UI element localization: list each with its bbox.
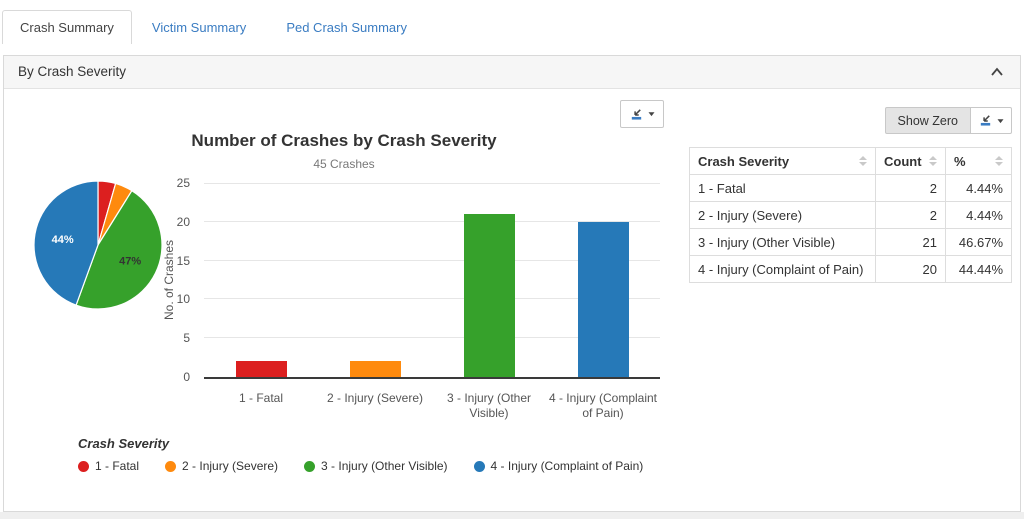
legend-item-3-injury-other-visible[interactable]: 3 - Injury (Other Visible)	[304, 459, 448, 473]
legend-label: 4 - Injury (Complaint of Pain)	[490, 459, 644, 473]
y-axis-label: No. of Crashes	[162, 239, 177, 321]
crash-severity-panel: By Crash Severity Number of Crashes by C…	[3, 55, 1021, 512]
cell-count: 21	[875, 228, 946, 256]
legend-label: 2 - Injury (Severe)	[182, 459, 279, 473]
column-header-crash-severity[interactable]: Crash Severity	[689, 147, 876, 175]
legend-dot-icon	[473, 460, 485, 472]
chart-subtitle: 45 Crashes	[313, 157, 375, 171]
cell-percent: 44.44%	[945, 255, 1012, 283]
panel-header[interactable]: By Crash Severity	[4, 56, 1020, 89]
chevron-up-icon	[991, 67, 1003, 76]
download-icon	[980, 115, 991, 126]
bars	[204, 183, 660, 377]
pie-slice-label: 47%	[119, 256, 141, 268]
cell-severity: 1 - Fatal	[689, 174, 876, 202]
sort-icon	[929, 156, 937, 166]
severity-table: Crash Severity Count% 1 - Fatal 2 4.44% 2 - …	[689, 147, 1012, 283]
y-axis-tick: 15	[176, 253, 190, 268]
legend-dot-icon	[78, 460, 89, 472]
y-axis-tick: 25	[176, 176, 190, 190]
gridline	[204, 259, 660, 261]
panel-title: By Crash Severity	[18, 64, 127, 79]
download-icon	[631, 108, 642, 120]
tab-bar: Crash Summary Victim Summary Ped Crash Sum…	[0, 0, 1024, 44]
bar-2-injury-severe[interactable]	[349, 361, 401, 377]
table-row: 3 - Injury (Other Visible) 21 46.67%	[689, 228, 1012, 256]
tab-crash-summary[interactable]: Crash Summary	[2, 10, 132, 44]
legend-label: 1 - Fatal	[95, 459, 140, 473]
tab-ped-crash-summary[interactable]: Ped Crash Summary	[286, 20, 407, 35]
cell-severity: 3 - Injury (Other Visible)	[689, 228, 876, 256]
gridline	[204, 183, 660, 184]
caret-down-icon	[648, 112, 655, 117]
cell-percent: 4.44%	[945, 201, 1012, 229]
column-header-label: Count	[884, 153, 922, 169]
cell-count: 2	[875, 201, 946, 229]
sort-icon	[859, 156, 867, 166]
chart-title: Number of Crashes by Crash Severity	[191, 131, 497, 150]
chart-export-button[interactable]	[620, 100, 664, 128]
pie-slice-label: 44%	[52, 234, 74, 246]
table-export-button[interactable]	[970, 107, 1012, 134]
y-axis-tick: 20	[176, 214, 190, 229]
bar-cell	[235, 183, 287, 377]
table-header-row: Crash Severity Count%	[689, 147, 1012, 175]
sort-icon	[995, 156, 1003, 166]
show-zero-button[interactable]: Show Zero	[884, 107, 971, 134]
legend-dot-icon	[304, 460, 316, 472]
table-body: 1 - Fatal 2 4.44% 2 - Injury (Severe) 2 4.44%…	[689, 174, 1012, 283]
table-row: 4 - Injury (Complaint of Pain) 20 44.44%	[689, 255, 1012, 283]
cell-severity: 2 - Injury (Severe)	[689, 201, 876, 229]
column-header-label: Crash Severity	[698, 153, 790, 169]
cell-count: 2	[875, 174, 946, 202]
cell-percent: 46.67%	[945, 228, 1012, 256]
legend-item-1-fatal[interactable]: 1 - Fatal	[78, 459, 139, 473]
cell-count: 20	[875, 255, 946, 283]
x-axis-label: 3 - Injury (Other Visible)	[446, 391, 532, 420]
y-axis-label-wrap: No. of Crashes	[154, 183, 184, 377]
bar-1-fatal[interactable]	[235, 361, 287, 377]
column-header-count[interactable]: Count	[875, 147, 946, 175]
gridline	[204, 220, 660, 222]
table-row: 1 - Fatal 2 4.44%	[689, 174, 1012, 202]
y-axis-tick: 10	[176, 292, 190, 307]
x-axis-label: 4 - Injury (Complaint of Pain)	[548, 391, 658, 420]
gridline	[204, 337, 660, 339]
legend-label: 3 - Injury (Other Visible)	[321, 459, 448, 473]
pie-slice-3-injury-other-visible[interactable]	[75, 189, 163, 310]
table-controls: Show Zero	[884, 107, 1012, 134]
pie-slice-4-injury-complaint-of-pain[interactable]	[33, 180, 99, 306]
y-axis-tick: 5	[183, 331, 190, 346]
legend-dot-icon	[165, 460, 177, 472]
cell-severity: 4 - Injury (Complaint of Pain)	[689, 255, 876, 283]
chart-legend: 1 - Fatal 2 - Injury (Severe) 3 - Injury (…	[78, 459, 643, 473]
bar-cell	[463, 183, 515, 377]
caret-down-icon	[997, 118, 1004, 123]
table-row: 2 - Injury (Severe) 2 4.44%	[689, 201, 1012, 229]
column-header-label: %	[954, 153, 966, 169]
legend-item-4-injury-complaint-of-pain[interactable]: 4 - Injury (Complaint of Pain)	[473, 459, 644, 473]
bar-plot: No. of Crashes 0 5 10 15 20 25	[162, 177, 660, 383]
page-background-strip	[0, 512, 1024, 519]
x-axis-label: 1 - Fatal	[238, 391, 283, 405]
bar-cell	[349, 183, 401, 377]
x-axis-labels: 1 - Fatal 2 - Injury (Severe) 3 - Injury (…	[204, 391, 660, 421]
pie-chart: 47% 44%	[33, 180, 163, 310]
bar-4-injury-complaint-of-pain[interactable]	[577, 221, 629, 377]
legend-item-2-injury-severe[interactable]: 2 - Injury (Severe)	[165, 459, 278, 473]
gridline	[204, 298, 660, 300]
y-axis-tick: 0	[183, 370, 190, 384]
legend-title: Crash Severity	[78, 436, 170, 451]
x-axis-label: 2 - Injury (Severe)	[326, 391, 424, 405]
bar-3-injury-other-visible[interactable]	[463, 214, 515, 377]
column-header-[interactable]: %	[945, 147, 1012, 175]
cell-percent: 4.44%	[945, 174, 1012, 202]
tab-victim-summary[interactable]: Victim Summary	[151, 20, 247, 35]
bar-cell	[577, 183, 629, 377]
collapse-panel-button[interactable]	[990, 67, 1004, 77]
panel-body: Number of Crashes by Crash Severity 45 C…	[4, 89, 1020, 511]
